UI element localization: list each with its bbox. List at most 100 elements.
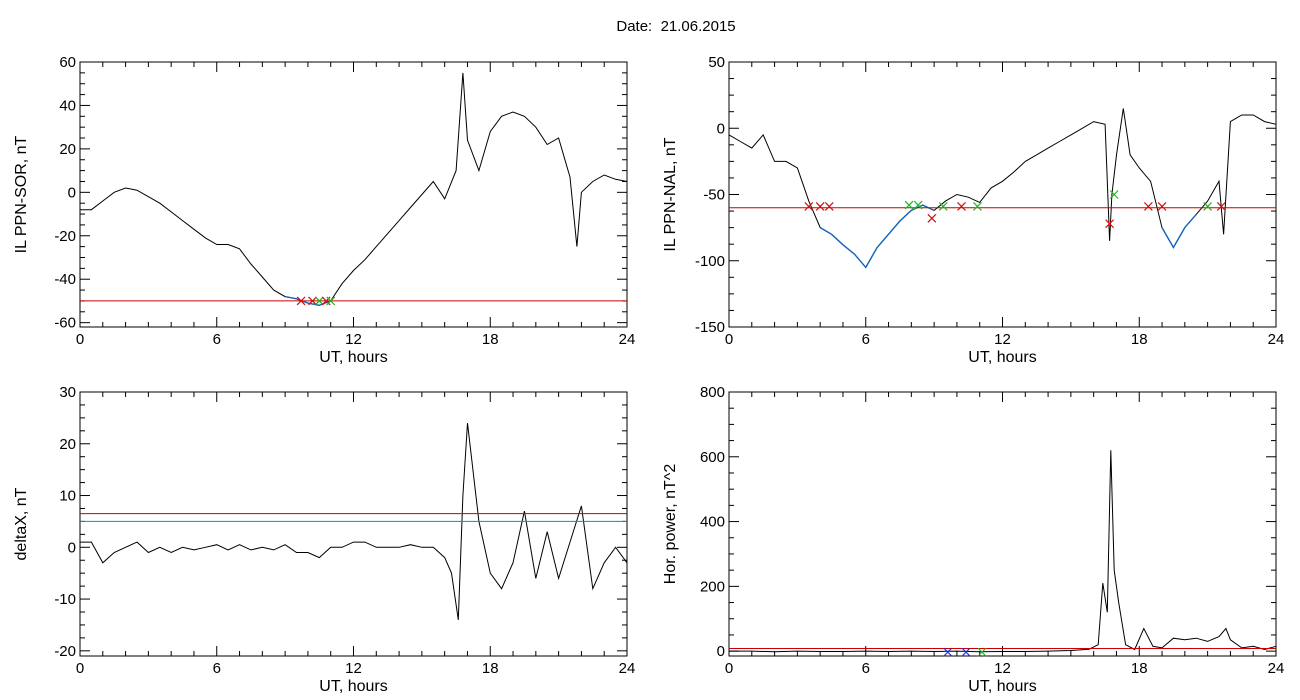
series-line — [729, 450, 1277, 653]
cross-marker — [957, 202, 966, 211]
x-tick-label: 6 — [213, 331, 221, 348]
cross-marker — [961, 647, 971, 657]
y-tick-label: 30 — [59, 384, 76, 401]
cross-marker — [1203, 202, 1213, 211]
x-tick-label: 6 — [213, 660, 221, 677]
y-tick-label: 20 — [59, 141, 76, 158]
cross-marker — [1143, 202, 1153, 211]
cross-marker — [815, 202, 825, 211]
cross-marker — [314, 296, 324, 306]
y-tick-label: 10 — [59, 488, 76, 505]
chart-panel-4: 0 6 12 18 24 0 200 400 600 800 UT, hours Hor. power… — [662, 384, 1284, 695]
y-tick-label: 0 — [68, 184, 76, 201]
cross-marker — [938, 202, 948, 211]
x-tick-label: 0 — [725, 660, 733, 677]
cross-stroke — [824, 202, 834, 211]
cross-stroke — [961, 647, 971, 657]
x-axis-label: UT, hours — [319, 678, 387, 695]
y-tick-label: 0 — [68, 539, 76, 556]
cross-marker — [1216, 202, 1226, 211]
cross-marker — [308, 296, 317, 306]
y-tick-label: -10 — [54, 591, 76, 608]
y-tick-label: 800 — [700, 384, 725, 401]
cross-stroke — [1109, 190, 1119, 199]
y-tick-label: 20 — [59, 436, 76, 453]
x-axis-label: UT, hours — [968, 678, 1036, 695]
x-tick-label: 6 — [862, 660, 870, 677]
y-tick-label: -100 — [695, 253, 725, 270]
cross-stroke — [1203, 202, 1213, 211]
x-tick-label: 18 — [1131, 660, 1148, 677]
y-tick-label: -150 — [695, 319, 725, 336]
plot-frame — [79, 61, 628, 328]
x-tick-label: 24 — [1268, 660, 1285, 677]
y-tick-label: 50 — [708, 54, 725, 71]
x-axis-label: UT, hours — [968, 349, 1036, 366]
y-tick-label: 60 — [59, 54, 76, 71]
x-tick-label: 12 — [345, 660, 362, 677]
cross-marker — [943, 647, 953, 657]
cross-marker — [1105, 219, 1115, 229]
y-axis-label: IL PPN-SOR, nT — [13, 135, 30, 253]
cross-stroke — [1105, 219, 1115, 229]
x-tick-label: 24 — [1268, 331, 1285, 348]
x-tick-label: 0 — [725, 331, 733, 348]
x-tick-label: 18 — [1131, 331, 1148, 348]
y-tick-label: 40 — [59, 97, 76, 114]
x-tick-label: 18 — [482, 331, 499, 348]
x-tick-label: 6 — [862, 331, 870, 348]
y-axis-label: Hor. power, nT^2 — [662, 464, 679, 585]
cross-stroke — [977, 647, 987, 657]
y-tick-label: -60 — [54, 315, 76, 332]
y-tick-label: -20 — [54, 643, 76, 660]
x-tick-label: 12 — [345, 331, 362, 348]
cross-stroke — [314, 296, 324, 306]
y-tick-label: 0 — [717, 120, 725, 137]
series-line — [80, 72, 628, 306]
cross-marker — [913, 200, 923, 210]
chart-panel-3: 0 6 12 18 24 -20 -10 0 10 20 30 UT, hours deltaX, nT — [13, 384, 635, 695]
cross-stroke — [973, 202, 982, 211]
date-value: 21.06.2015 — [660, 18, 736, 35]
cross-stroke — [943, 647, 953, 657]
cross-stroke — [957, 202, 966, 211]
cross-marker — [973, 202, 982, 211]
cross-marker — [824, 202, 834, 211]
x-tick-label: 0 — [76, 331, 84, 348]
cross-marker — [1157, 202, 1167, 211]
cross-stroke — [1157, 202, 1167, 211]
cross-stroke — [904, 200, 914, 210]
cross-stroke — [326, 296, 336, 306]
cross-marker — [927, 213, 937, 223]
series-line-below-threshold — [1161, 213, 1197, 249]
cross-stroke — [804, 202, 814, 211]
y-tick-label: -50 — [703, 187, 725, 204]
cross-stroke — [815, 202, 825, 211]
y-tick-label: 0 — [717, 643, 725, 660]
series-line — [80, 423, 628, 620]
cross-stroke — [927, 213, 937, 223]
x-tick-label: 18 — [482, 660, 499, 677]
cross-stroke — [308, 296, 317, 306]
plot-frame — [728, 391, 1277, 657]
x-tick-label: 24 — [619, 331, 636, 348]
y-tick-label: -20 — [54, 228, 76, 245]
y-tick-label: 400 — [700, 514, 725, 531]
cross-stroke — [1216, 202, 1226, 211]
cross-stroke — [1143, 202, 1153, 211]
chart-panel-2: 0 6 12 18 24 -150 -100 -50 0 50 UT, hours IL PPN-NA… — [662, 54, 1284, 366]
x-tick-label: 12 — [994, 660, 1011, 677]
cross-stroke — [913, 200, 923, 210]
cross-stroke — [296, 296, 306, 306]
y-tick-label: 600 — [700, 449, 725, 466]
series-line — [728, 108, 1277, 269]
y-axis-label: deltaX, nT — [13, 487, 30, 560]
cross-marker — [977, 647, 987, 657]
plot-frame — [79, 391, 628, 657]
y-axis-label: IL PPN-NAL, nT — [662, 137, 679, 251]
chart-panel-1: 0 6 12 18 24 -60 -40 -20 0 20 40 60 UT, hours IL PPN-… — [13, 54, 635, 366]
series-line-below-threshold — [819, 204, 935, 269]
y-tick-label: 200 — [700, 578, 725, 595]
cross-marker — [904, 200, 914, 210]
